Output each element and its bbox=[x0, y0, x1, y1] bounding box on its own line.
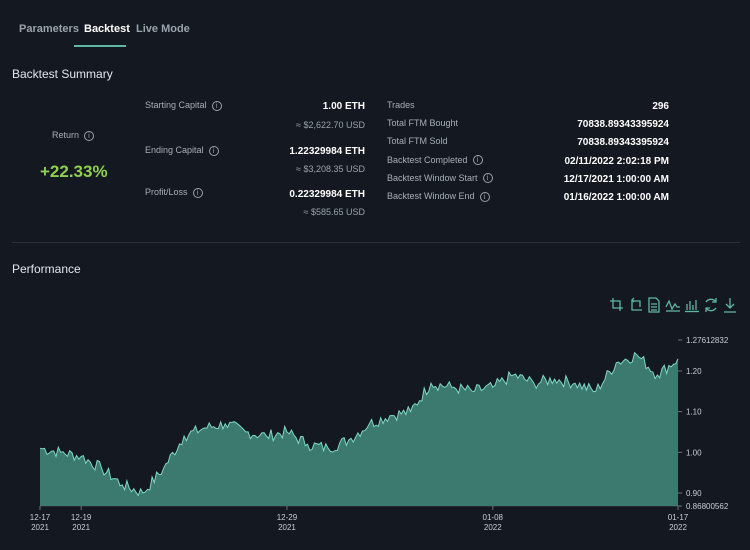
stat-label: Trades bbox=[387, 100, 415, 110]
info-icon[interactable]: i bbox=[472, 155, 483, 166]
starting-capital-usd: ≈ $2,622.70 USD bbox=[296, 120, 365, 130]
stat-value: 70838.89343395924 bbox=[577, 119, 669, 131]
equity-line bbox=[39, 351, 679, 497]
ending-capital-value: 1.22329984 ETH bbox=[289, 146, 365, 157]
info-icon[interactable]: i bbox=[479, 191, 490, 202]
x-tick-label: 2022 bbox=[484, 523, 502, 532]
tab-live-mode[interactable]: Live Mode bbox=[136, 23, 190, 35]
active-tab-indicator bbox=[74, 45, 126, 47]
line-chart-icon[interactable] bbox=[665, 297, 681, 313]
y-tick-label: 0.90 bbox=[686, 489, 702, 498]
ending-capital-usd: ≈ $3,208.35 USD bbox=[296, 164, 365, 174]
ending-capital-label-text: Ending Capital bbox=[145, 145, 204, 155]
profit-loss-label-text: Profit/Loss bbox=[145, 187, 188, 197]
stat-label: Backtest Window Start i bbox=[387, 173, 493, 184]
crop-reset-icon[interactable] bbox=[628, 297, 644, 313]
x-tick-label: 2021 bbox=[278, 523, 296, 532]
download-icon[interactable] bbox=[722, 297, 738, 313]
y-tick-label: 1.27612832 bbox=[686, 336, 729, 345]
y-tick-label: 0.86800562 bbox=[686, 502, 729, 511]
y-axis: 1.27612832 1.20 1.10 1.00 0.90 0.86800562 bbox=[678, 336, 729, 511]
bar-chart-icon[interactable] bbox=[684, 297, 700, 313]
refresh-icon[interactable] bbox=[703, 297, 719, 313]
info-icon[interactable]: i bbox=[208, 145, 219, 156]
tab-bar: Parameters Backtest Live Mode bbox=[0, 0, 750, 50]
y-tick-label: 1.10 bbox=[686, 408, 702, 417]
stat-value: 12/17/2021 1:00:00 AM bbox=[563, 173, 669, 185]
stat-label-text: Total FTM Sold bbox=[387, 136, 448, 147]
document-icon[interactable] bbox=[646, 297, 662, 313]
return-value: +22.33% bbox=[40, 162, 108, 181]
stat-label: Total FTM Sold bbox=[387, 136, 448, 146]
info-icon[interactable]: i bbox=[211, 100, 222, 111]
info-icon[interactable]: i bbox=[84, 130, 95, 141]
stat-label-text: Backtest Window Start bbox=[387, 172, 478, 183]
stat-label-text: Trades bbox=[387, 100, 415, 110]
x-tick-label: 2022 bbox=[669, 523, 687, 532]
stat-label-text: Backtest Window End bbox=[387, 191, 475, 201]
starting-capital-label: Starting Capital i bbox=[145, 100, 222, 111]
x-tick-label: 12-19 bbox=[71, 513, 92, 522]
return-label-text: Return bbox=[52, 130, 80, 140]
performance-title: Performance bbox=[12, 262, 81, 276]
performance-chart[interactable]: 1.27612832 1.20 1.10 1.00 0.90 0.86800562 12-… bbox=[0, 330, 750, 540]
section-divider bbox=[12, 242, 740, 243]
return-label: Return i bbox=[52, 130, 95, 141]
x-tick-label: 2021 bbox=[31, 523, 49, 532]
crop-icon[interactable] bbox=[609, 297, 625, 313]
x-tick-label: 12-17 bbox=[30, 513, 51, 522]
profit-loss-label: Profit/Loss i bbox=[145, 187, 203, 198]
stat-value: 70838.89343395924 bbox=[577, 137, 669, 149]
starting-capital-value: 1.00 ETH bbox=[322, 101, 365, 112]
stat-label: Total FTM Bought bbox=[387, 118, 458, 128]
ending-capital-label: Ending Capital i bbox=[145, 145, 219, 156]
stat-label-text: Total FTM Bought bbox=[387, 118, 459, 129]
stat-value: 02/11/2022 2:02:18 PM bbox=[564, 155, 669, 167]
x-tick-label: 01-17 bbox=[668, 513, 689, 522]
tab-parameters[interactable]: Parameters bbox=[19, 23, 79, 35]
tab-backtest[interactable]: Backtest bbox=[84, 23, 130, 35]
stat-value: 296 bbox=[652, 101, 669, 112]
x-tick-label: 12-29 bbox=[277, 513, 298, 522]
y-tick-label: 1.00 bbox=[686, 448, 702, 457]
x-tick-label: 01-08 bbox=[483, 513, 504, 522]
starting-capital-label-text: Starting Capital bbox=[145, 100, 207, 110]
info-icon[interactable]: i bbox=[192, 187, 203, 198]
equity-area bbox=[40, 352, 678, 506]
profit-loss-value: 0.22329984 ETH bbox=[289, 189, 365, 200]
stat-label-text: Backtest Completed bbox=[387, 154, 468, 165]
info-icon[interactable]: i bbox=[482, 173, 493, 184]
stat-label: Backtest Window End i bbox=[387, 191, 490, 202]
y-tick-label: 1.20 bbox=[686, 367, 702, 376]
profit-loss-usd: ≈ $585.65 USD bbox=[303, 207, 365, 217]
x-tick-label: 2021 bbox=[72, 523, 90, 532]
stat-label: Backtest Completed i bbox=[387, 155, 483, 166]
stat-value: 01/16/2022 1:00:00 AM bbox=[563, 192, 669, 203]
x-axis: 12-17202112-19202112-29202101-08202201-1… bbox=[30, 506, 689, 532]
backtest-summary-title: Backtest Summary bbox=[12, 67, 113, 81]
